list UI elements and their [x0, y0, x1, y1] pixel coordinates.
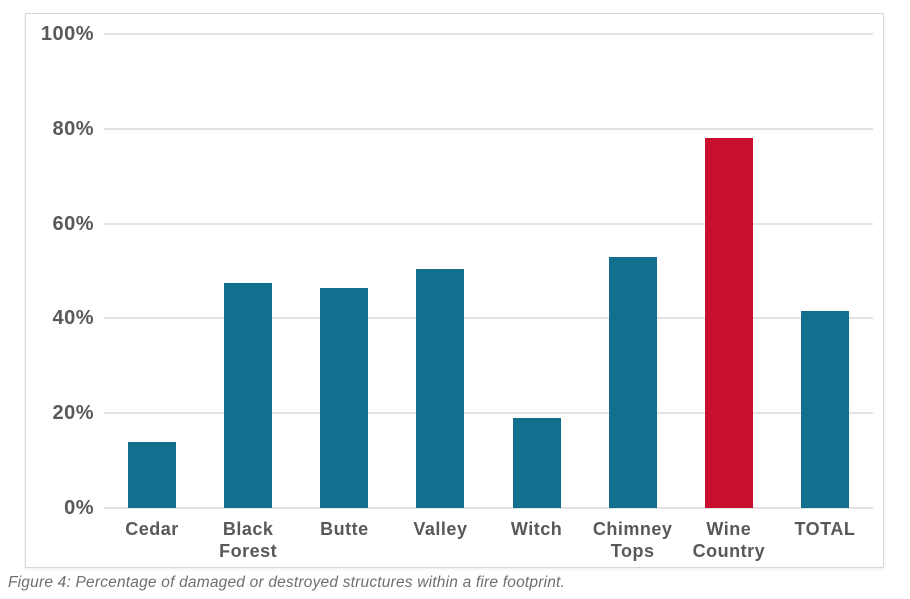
bar-valley — [416, 268, 465, 508]
gridline-80 — [104, 127, 873, 130]
bar-cedar — [128, 441, 177, 508]
gridline-40 — [104, 317, 873, 320]
bar-butte — [320, 287, 369, 508]
x-axis-category-label: Wine Country — [692, 519, 766, 561]
gridline-60 — [104, 222, 873, 225]
gridline-100 — [104, 33, 873, 35]
y-axis-tick-label: 0% — [64, 497, 94, 519]
gridline-0 — [104, 507, 873, 509]
y-axis-tick-label: 60% — [52, 212, 94, 235]
y-axis-tick-label: 40% — [52, 307, 94, 330]
x-axis-category-label: Butte — [320, 519, 369, 539]
x-axis-category-label: Black Forest — [219, 519, 278, 561]
bar-total — [800, 311, 849, 508]
x-axis-category-label: TOTAL — [794, 519, 856, 539]
x-axis-category-label: Witch — [510, 519, 563, 539]
y-axis-tick-label: 80% — [52, 117, 94, 140]
x-axis-category-label: Chimney Tops — [592, 519, 673, 561]
bar-wine-country — [704, 138, 753, 508]
chart-panel: 0% 20% 40% 60% 80% 100% Cedar Black Forest Butte… — [25, 13, 884, 568]
x-axis-category-label: Cedar — [125, 519, 179, 539]
bar-witch — [512, 417, 561, 508]
y-axis-tick-label: 100% — [40, 23, 94, 45]
figure-caption: Figure 4: Percentage of damaged or destr… — [8, 574, 566, 591]
y-axis-tick-label: 20% — [52, 402, 94, 425]
bar-chimney-tops — [608, 256, 657, 508]
gridline-20 — [104, 412, 873, 415]
x-axis-category-label: Valley — [413, 519, 468, 539]
bar-black-forest — [224, 282, 273, 508]
